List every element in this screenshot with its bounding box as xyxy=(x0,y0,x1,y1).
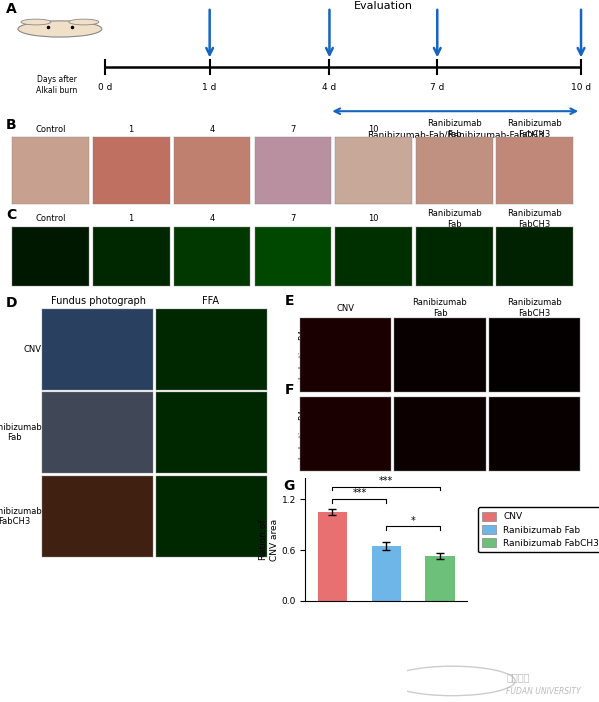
Text: FUDAN UNIVERSITY: FUDAN UNIVERSITY xyxy=(506,687,581,696)
Text: A: A xyxy=(6,2,17,16)
Y-axis label: Ration of
CNV area: Ration of CNV area xyxy=(259,518,279,561)
Text: Ranibizumab
FabCH3: Ranibizumab FabCH3 xyxy=(507,119,562,139)
Text: E: E xyxy=(285,294,294,308)
Text: Ranibizumab
FabCH3: Ranibizumab FabCH3 xyxy=(507,209,562,229)
Text: CNV: CNV xyxy=(336,304,355,312)
Text: Isolection B4: Isolection B4 xyxy=(298,331,308,379)
Text: C: C xyxy=(6,208,16,222)
Text: 1: 1 xyxy=(129,124,134,133)
Text: 復旦大學: 復旦大學 xyxy=(506,672,530,682)
Bar xyxy=(317,512,347,601)
Text: 7: 7 xyxy=(291,124,295,133)
Text: 10: 10 xyxy=(368,214,379,223)
Text: D: D xyxy=(6,296,17,310)
Text: Ranibizumab
Fab: Ranibizumab Fab xyxy=(0,423,42,442)
Text: ***: *** xyxy=(352,489,367,498)
Text: 4 d: 4 d xyxy=(322,84,337,93)
Legend: CNV, Ranibizumab Fab, Ranibizumab FabCH3: CNV, Ranibizumab Fab, Ranibizumab FabCH3 xyxy=(478,507,599,552)
Text: B: B xyxy=(6,118,17,132)
Text: 10: 10 xyxy=(368,124,379,133)
Text: Isolection B4: Isolection B4 xyxy=(298,410,308,458)
Text: 7 d: 7 d xyxy=(430,84,444,93)
Text: Ranibizumab
Fab: Ranibizumab Fab xyxy=(427,119,482,139)
Text: CNV: CNV xyxy=(24,345,42,354)
Text: Ranibizumab-Fab/Ranibizumab-FabCH3: Ranibizumab-Fab/Ranibizumab-FabCH3 xyxy=(367,131,544,140)
Text: ***: *** xyxy=(379,476,394,486)
Text: Days after
Alkali burn: Days after Alkali burn xyxy=(37,75,77,95)
Text: 10 d: 10 d xyxy=(571,84,591,93)
Text: Ranibizumab
Fab: Ranibizumab Fab xyxy=(413,298,467,318)
Circle shape xyxy=(21,19,51,25)
Text: G: G xyxy=(283,479,295,494)
Text: *: * xyxy=(411,515,416,526)
Text: F: F xyxy=(285,383,294,397)
Text: Control: Control xyxy=(35,214,65,223)
Text: 7: 7 xyxy=(291,214,295,223)
Bar xyxy=(371,546,401,601)
Text: Fundus photograph: Fundus photograph xyxy=(50,296,146,306)
Circle shape xyxy=(18,21,102,37)
Text: Ranibizumab
FabCH3: Ranibizumab FabCH3 xyxy=(0,507,42,526)
Text: 1: 1 xyxy=(129,214,134,223)
Text: Ranibizumab
Fab: Ranibizumab Fab xyxy=(427,209,482,229)
Text: 0 d: 0 d xyxy=(98,84,112,93)
Circle shape xyxy=(69,19,99,25)
Text: Ranibizumab
FabCH3: Ranibizumab FabCH3 xyxy=(507,298,562,318)
Text: 1 d: 1 d xyxy=(202,84,217,93)
Text: 4: 4 xyxy=(210,214,214,223)
Bar xyxy=(425,556,455,601)
Text: Control: Control xyxy=(35,124,65,133)
Text: FFA: FFA xyxy=(202,296,219,306)
Text: 4: 4 xyxy=(210,124,214,133)
Text: Evaluation: Evaluation xyxy=(354,1,413,11)
